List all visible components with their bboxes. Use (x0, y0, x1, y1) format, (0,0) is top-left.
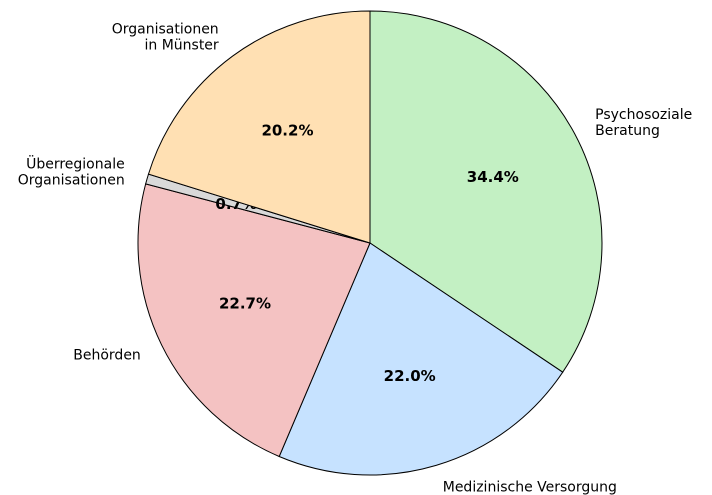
slice-label: Psychosoziale Beratung (595, 107, 692, 139)
slice-label: Medizinische Versorgung (443, 480, 617, 495)
slice-value-label: 20.2% (261, 121, 313, 139)
slice-label: Behörden (73, 347, 141, 363)
pie-slice (147, 10, 371, 244)
pie-slice (369, 10, 603, 373)
slice-label: Überregionale Organisationen (18, 155, 125, 189)
slice-label: Organisationen in Münster (112, 21, 219, 53)
slice-value-label: 22.7% (219, 295, 271, 313)
slice-value-label: 34.4% (467, 168, 519, 186)
pie-slice (137, 183, 371, 458)
slice-value-label: 22.0% (384, 367, 436, 385)
pie-slice (278, 242, 564, 476)
